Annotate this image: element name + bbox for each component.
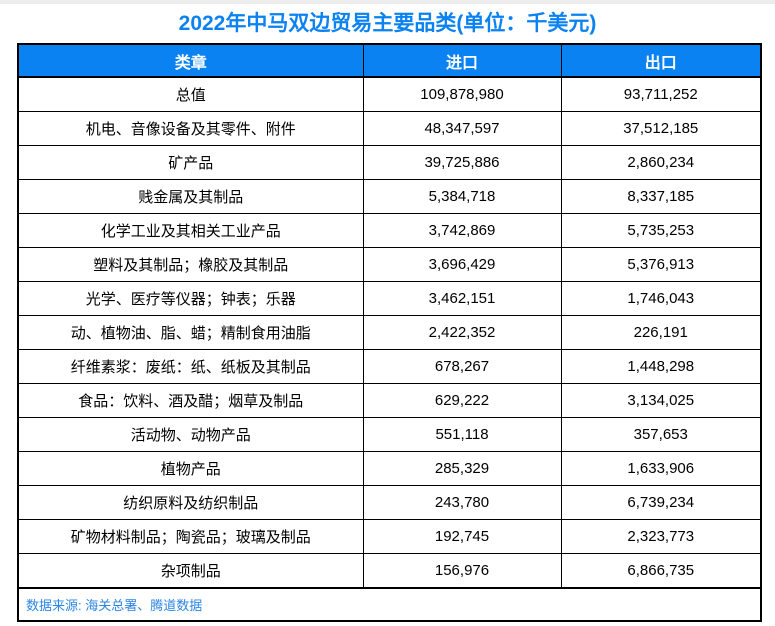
import-value-cell: 39,725,886: [362, 145, 562, 180]
import-value-cell: 156,976: [362, 553, 562, 589]
import-value-cell: 192,745: [362, 519, 562, 554]
table-row: 纺织原料及纺织制品 243,780 6,739,234: [17, 485, 762, 520]
export-value-cell: 3,134,025: [560, 383, 762, 418]
import-value-cell: 629,222: [362, 383, 562, 418]
export-value-cell: 5,376,913: [560, 247, 762, 282]
table-row: 杂项制品 156,976 6,866,735: [17, 553, 762, 589]
category-cell: 植物产品: [17, 451, 364, 486]
table-row: 光学、医疗等仪器；钟表；乐器 3,462,151 1,746,043: [17, 281, 762, 316]
import-value-cell: 551,118: [362, 417, 562, 452]
export-value-cell: 5,735,253: [560, 213, 762, 248]
category-cell: 杂项制品: [17, 553, 364, 589]
import-value-cell: 5,384,718: [362, 179, 562, 214]
export-value-cell: 2,323,773: [560, 519, 762, 554]
source-row: 数据来源: 海关总署、腾道数据: [17, 587, 762, 622]
import-value-cell: 3,696,429: [362, 247, 562, 282]
category-cell: 矿物材料制品；陶瓷品；玻璃及制品: [17, 519, 364, 554]
table-row: 矿物材料制品；陶瓷品；玻璃及制品 192,745 2,323,773: [17, 519, 762, 554]
category-cell: 塑料及其制品；橡胶及其制品: [17, 247, 364, 282]
top-strip: [0, 0, 775, 4]
export-value-cell: 357,653: [560, 417, 762, 452]
export-value-cell: 226,191: [560, 315, 762, 350]
category-cell: 矿产品: [17, 145, 364, 180]
table-row: 机电、音像设备及其零件、附件 48,347,597 37,512,185: [17, 111, 762, 146]
import-value-cell: 243,780: [362, 485, 562, 520]
table-row: 总值 109,878,980 93,711,252: [17, 76, 762, 112]
import-value-cell: 678,267: [362, 349, 562, 384]
export-value-cell: 8,337,185: [560, 179, 762, 214]
col-header-import: 进口: [362, 43, 562, 78]
export-value-cell: 1,633,906: [560, 451, 762, 486]
export-value-cell: 37,512,185: [560, 111, 762, 146]
export-value-cell: 1,746,043: [560, 281, 762, 316]
export-value-cell: 1,448,298: [560, 349, 762, 384]
export-value-cell: 2,860,234: [560, 145, 762, 180]
table-row: 化学工业及其相关工业产品 3,742,869 5,735,253: [17, 213, 762, 248]
table-row: 纤维素浆：废纸：纸、纸板及其制品 678,267 1,448,298: [17, 349, 762, 384]
table-row: 活动物、动物产品 551,118 357,653: [17, 417, 762, 452]
source-note: 数据来源: 海关总署、腾道数据: [17, 587, 762, 622]
import-value-cell: 2,422,352: [362, 315, 562, 350]
import-value-cell: 48,347,597: [362, 111, 562, 146]
category-cell: 光学、医疗等仪器；钟表；乐器: [17, 281, 364, 316]
export-value-cell: 6,739,234: [560, 485, 762, 520]
col-header-export: 出口: [560, 43, 762, 78]
table-row: 塑料及其制品；橡胶及其制品 3,696,429 5,376,913: [17, 247, 762, 282]
category-cell: 纺织原料及纺织制品: [17, 485, 364, 520]
category-cell: 化学工业及其相关工业产品: [17, 213, 364, 248]
table-header-row: 类章 进口 出口: [17, 43, 762, 78]
export-value-cell: 6,866,735: [560, 553, 762, 589]
export-value-cell: 93,711,252: [560, 76, 762, 112]
table-row: 矿产品 39,725,886 2,860,234: [17, 145, 762, 180]
trade-table: 类章 进口 出口 总值 109,878,980 93,711,252 机电、音像设备及…: [17, 43, 762, 622]
category-cell: 动、植物油、脂、蜡；精制食用油脂: [17, 315, 364, 350]
category-cell: 贱金属及其制品: [17, 179, 364, 214]
col-header-category: 类章: [17, 43, 364, 78]
category-cell: 总值: [17, 76, 364, 112]
table-row: 贱金属及其制品 5,384,718 8,337,185: [17, 179, 762, 214]
category-cell: 食品：饮料、酒及醋；烟草及制品: [17, 383, 364, 418]
import-value-cell: 3,742,869: [362, 213, 562, 248]
category-cell: 活动物、动物产品: [17, 417, 364, 452]
import-value-cell: 3,462,151: [362, 281, 562, 316]
import-value-cell: 109,878,980: [362, 76, 562, 112]
category-cell: 纤维素浆：废纸：纸、纸板及其制品: [17, 349, 364, 384]
table-row: 食品：饮料、酒及醋；烟草及制品 629,222 3,134,025: [17, 383, 762, 418]
table-row: 动、植物油、脂、蜡；精制食用油脂 2,422,352 226,191: [17, 315, 762, 350]
page-title: 2022年中马双边贸易主要品类(单位：千美元): [178, 12, 597, 35]
table-row: 植物产品 285,329 1,633,906: [17, 451, 762, 486]
category-cell: 机电、音像设备及其零件、附件: [17, 111, 364, 146]
import-value-cell: 285,329: [362, 451, 562, 486]
